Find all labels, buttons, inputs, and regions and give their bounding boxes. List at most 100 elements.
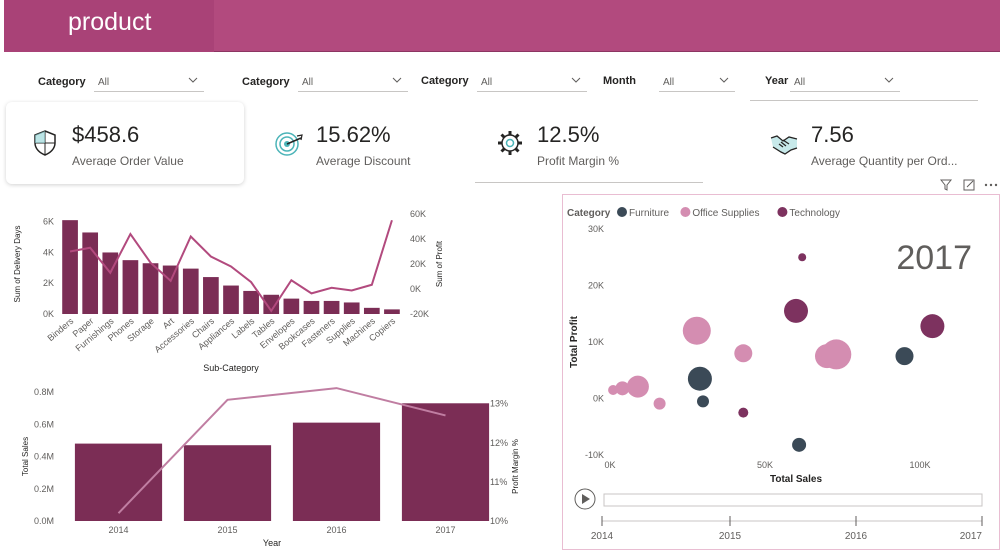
kpi-label: Average Quantity per Ord... <box>811 154 958 168</box>
report-header: product <box>4 0 1000 52</box>
y-tick-label: 30K <box>588 224 604 234</box>
handshake-icon <box>770 135 798 155</box>
gear-icon <box>498 131 522 155</box>
play-icon <box>582 494 590 504</box>
legend-item: Furniture <box>629 208 669 219</box>
bar <box>292 422 381 521</box>
more-options-icon[interactable] <box>984 183 998 187</box>
x-tick-label: Accessories <box>152 316 196 355</box>
y2-axis-title: Sum of Profit <box>435 240 444 287</box>
legend-item: Technology <box>789 208 840 219</box>
timeline-tick-label: 2014 <box>591 531 614 542</box>
y-tick-label: 0.2M <box>34 484 54 494</box>
bar <box>283 298 300 314</box>
y-tick-label: 2K <box>43 278 54 288</box>
header-title-tab <box>4 0 214 52</box>
x-tick-label: 2017 <box>435 525 455 535</box>
y2-tick-label: -20K <box>410 309 429 319</box>
x-axis-title: Year <box>263 538 281 548</box>
bar <box>122 260 139 314</box>
delivery-profit-by-subcategory-chart: 0K2K4K6K-20K0K20K40K60KBindersPaperFurni… <box>13 209 444 373</box>
y2-axis-title: Profit Margin % <box>511 439 520 494</box>
visual-header-icons <box>939 178 998 195</box>
bar <box>303 300 320 314</box>
slicer-label-category-3: Category <box>421 75 469 87</box>
y-axis-title: Total Sales <box>21 437 30 476</box>
slicer-category-2[interactable]: All <box>298 72 408 92</box>
y2-tick-label: 0K <box>410 284 421 294</box>
bar <box>183 445 272 521</box>
bar <box>203 277 219 314</box>
slicer-value: All <box>98 77 110 88</box>
chevron-down-icon <box>571 77 581 83</box>
data-point <box>626 375 649 398</box>
y-tick-label: 0.8M <box>34 387 54 397</box>
y-tick-label: 0.4M <box>34 452 54 462</box>
y-tick-label: 0.6M <box>34 419 54 429</box>
slicer-category-3[interactable]: All <box>477 72 587 92</box>
slicer-value: All <box>794 77 806 88</box>
bar <box>363 307 380 314</box>
y2-tick-label: 10% <box>490 516 508 526</box>
target-icon <box>275 132 303 156</box>
bar <box>142 263 159 314</box>
bar <box>223 285 239 314</box>
slicer-year[interactable]: All <box>790 72 900 92</box>
x-tick-label: Binders <box>46 316 76 344</box>
bar <box>384 309 400 314</box>
y2-tick-label: 12% <box>490 438 508 448</box>
kpi-profit-margin: 12.5% Profit Margin % <box>471 102 703 183</box>
profit-margin-line <box>117 387 446 514</box>
x-axis-title: Total Sales <box>770 474 822 485</box>
data-point <box>798 253 807 262</box>
slicer-value: All <box>481 77 493 88</box>
data-point <box>687 366 712 391</box>
kpi-label: Profit Margin % <box>537 154 620 168</box>
slicer-month[interactable]: All <box>659 72 735 92</box>
chevron-down-icon <box>392 77 402 83</box>
y-tick-label: 0.0M <box>34 516 54 526</box>
scatter-panel <box>562 194 1000 550</box>
y2-tick-label: 13% <box>490 399 508 409</box>
slicer-value: All <box>302 77 314 88</box>
kpi-average-quantity: 7.56 Average Quantity per Ord... <box>745 102 975 182</box>
y-axis-title: Total Profit <box>569 315 580 368</box>
slicer-label-year: Year <box>765 75 789 87</box>
focus-mode-icon[interactable] <box>963 179 975 191</box>
y2-tick-label: 11% <box>490 477 507 487</box>
timeline-tick-label: 2016 <box>845 531 868 542</box>
kpi-average-order-value: $458.6 Average Order Value <box>6 102 244 184</box>
y-tick-label: 10K <box>588 337 604 347</box>
legend-marker <box>680 207 691 217</box>
data-point <box>895 347 914 366</box>
x-tick-label: 100K <box>909 460 930 470</box>
x-tick-label: 0K <box>604 460 615 470</box>
timeline-tick-label: 2017 <box>960 531 983 542</box>
slicer-category-1[interactable]: All <box>94 72 204 92</box>
slicer-label-month: Month <box>603 75 636 87</box>
kpi-divider <box>475 182 703 183</box>
profit-vs-sales-scatter-chart: Category Furniture Office Supplies Technolo… <box>567 207 983 542</box>
x-tick-label: 2016 <box>326 525 346 535</box>
y2-tick-label: 60K <box>410 209 426 219</box>
y-tick-label: 0K <box>593 394 604 404</box>
kpi-value: 7.56 <box>811 122 854 147</box>
y-axis-title: Sum of Delivery Days <box>13 226 22 303</box>
filter-icon[interactable] <box>939 179 953 191</box>
sales-margin-by-year-chart: 0.0M 0.2M 0.4M 0.6M 0.8M 10% 11% 12% 13% 2014 2015… <box>21 387 520 548</box>
bar <box>162 265 179 314</box>
bar <box>323 300 340 314</box>
chevron-down-icon <box>719 77 729 83</box>
kpi-label: Average Order Value <box>72 154 184 166</box>
data-point <box>821 339 852 370</box>
x-tick-label: 2015 <box>217 525 237 535</box>
data-point <box>738 407 749 418</box>
x-axis-title: Sub-Category <box>203 363 259 373</box>
data-point <box>920 314 945 339</box>
play-axis-slider[interactable] <box>603 493 983 507</box>
slicer-value: All <box>663 77 675 88</box>
slicer-divider <box>750 100 978 101</box>
slicer-label-category-1: Category <box>38 76 86 88</box>
y-tick-label: 20K <box>588 281 604 291</box>
